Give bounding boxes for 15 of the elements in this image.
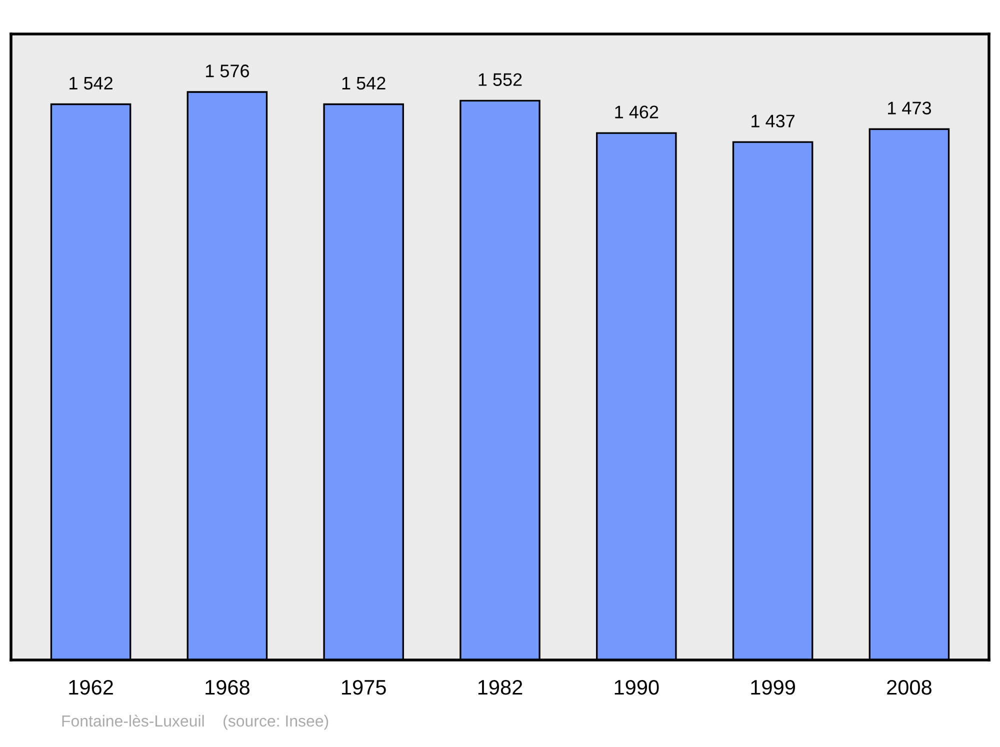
x-tick-label: 1982 [478,680,522,695]
x-tick-label: 1962 [69,680,113,695]
x-tick-label: 1990 [614,680,659,695]
x-tick-label: 2008 [887,680,932,695]
data-label: 1 542 [342,76,386,90]
data-label: 1 462 [615,106,658,118]
x-tick-label: 1999 [751,680,795,695]
data-label: 1 542 [70,76,112,90]
x-tick-label: 1968 [206,680,250,695]
data-label: 1 552 [478,73,522,86]
data-label: 1 576 [206,64,249,78]
data-label: 1 473 [888,102,932,114]
text: Fontaine-lès-Luxeuil (source: Insee) [62,714,328,730]
x-tick-label: 1975 [342,680,386,695]
data-label: 1 437 [752,114,794,128]
